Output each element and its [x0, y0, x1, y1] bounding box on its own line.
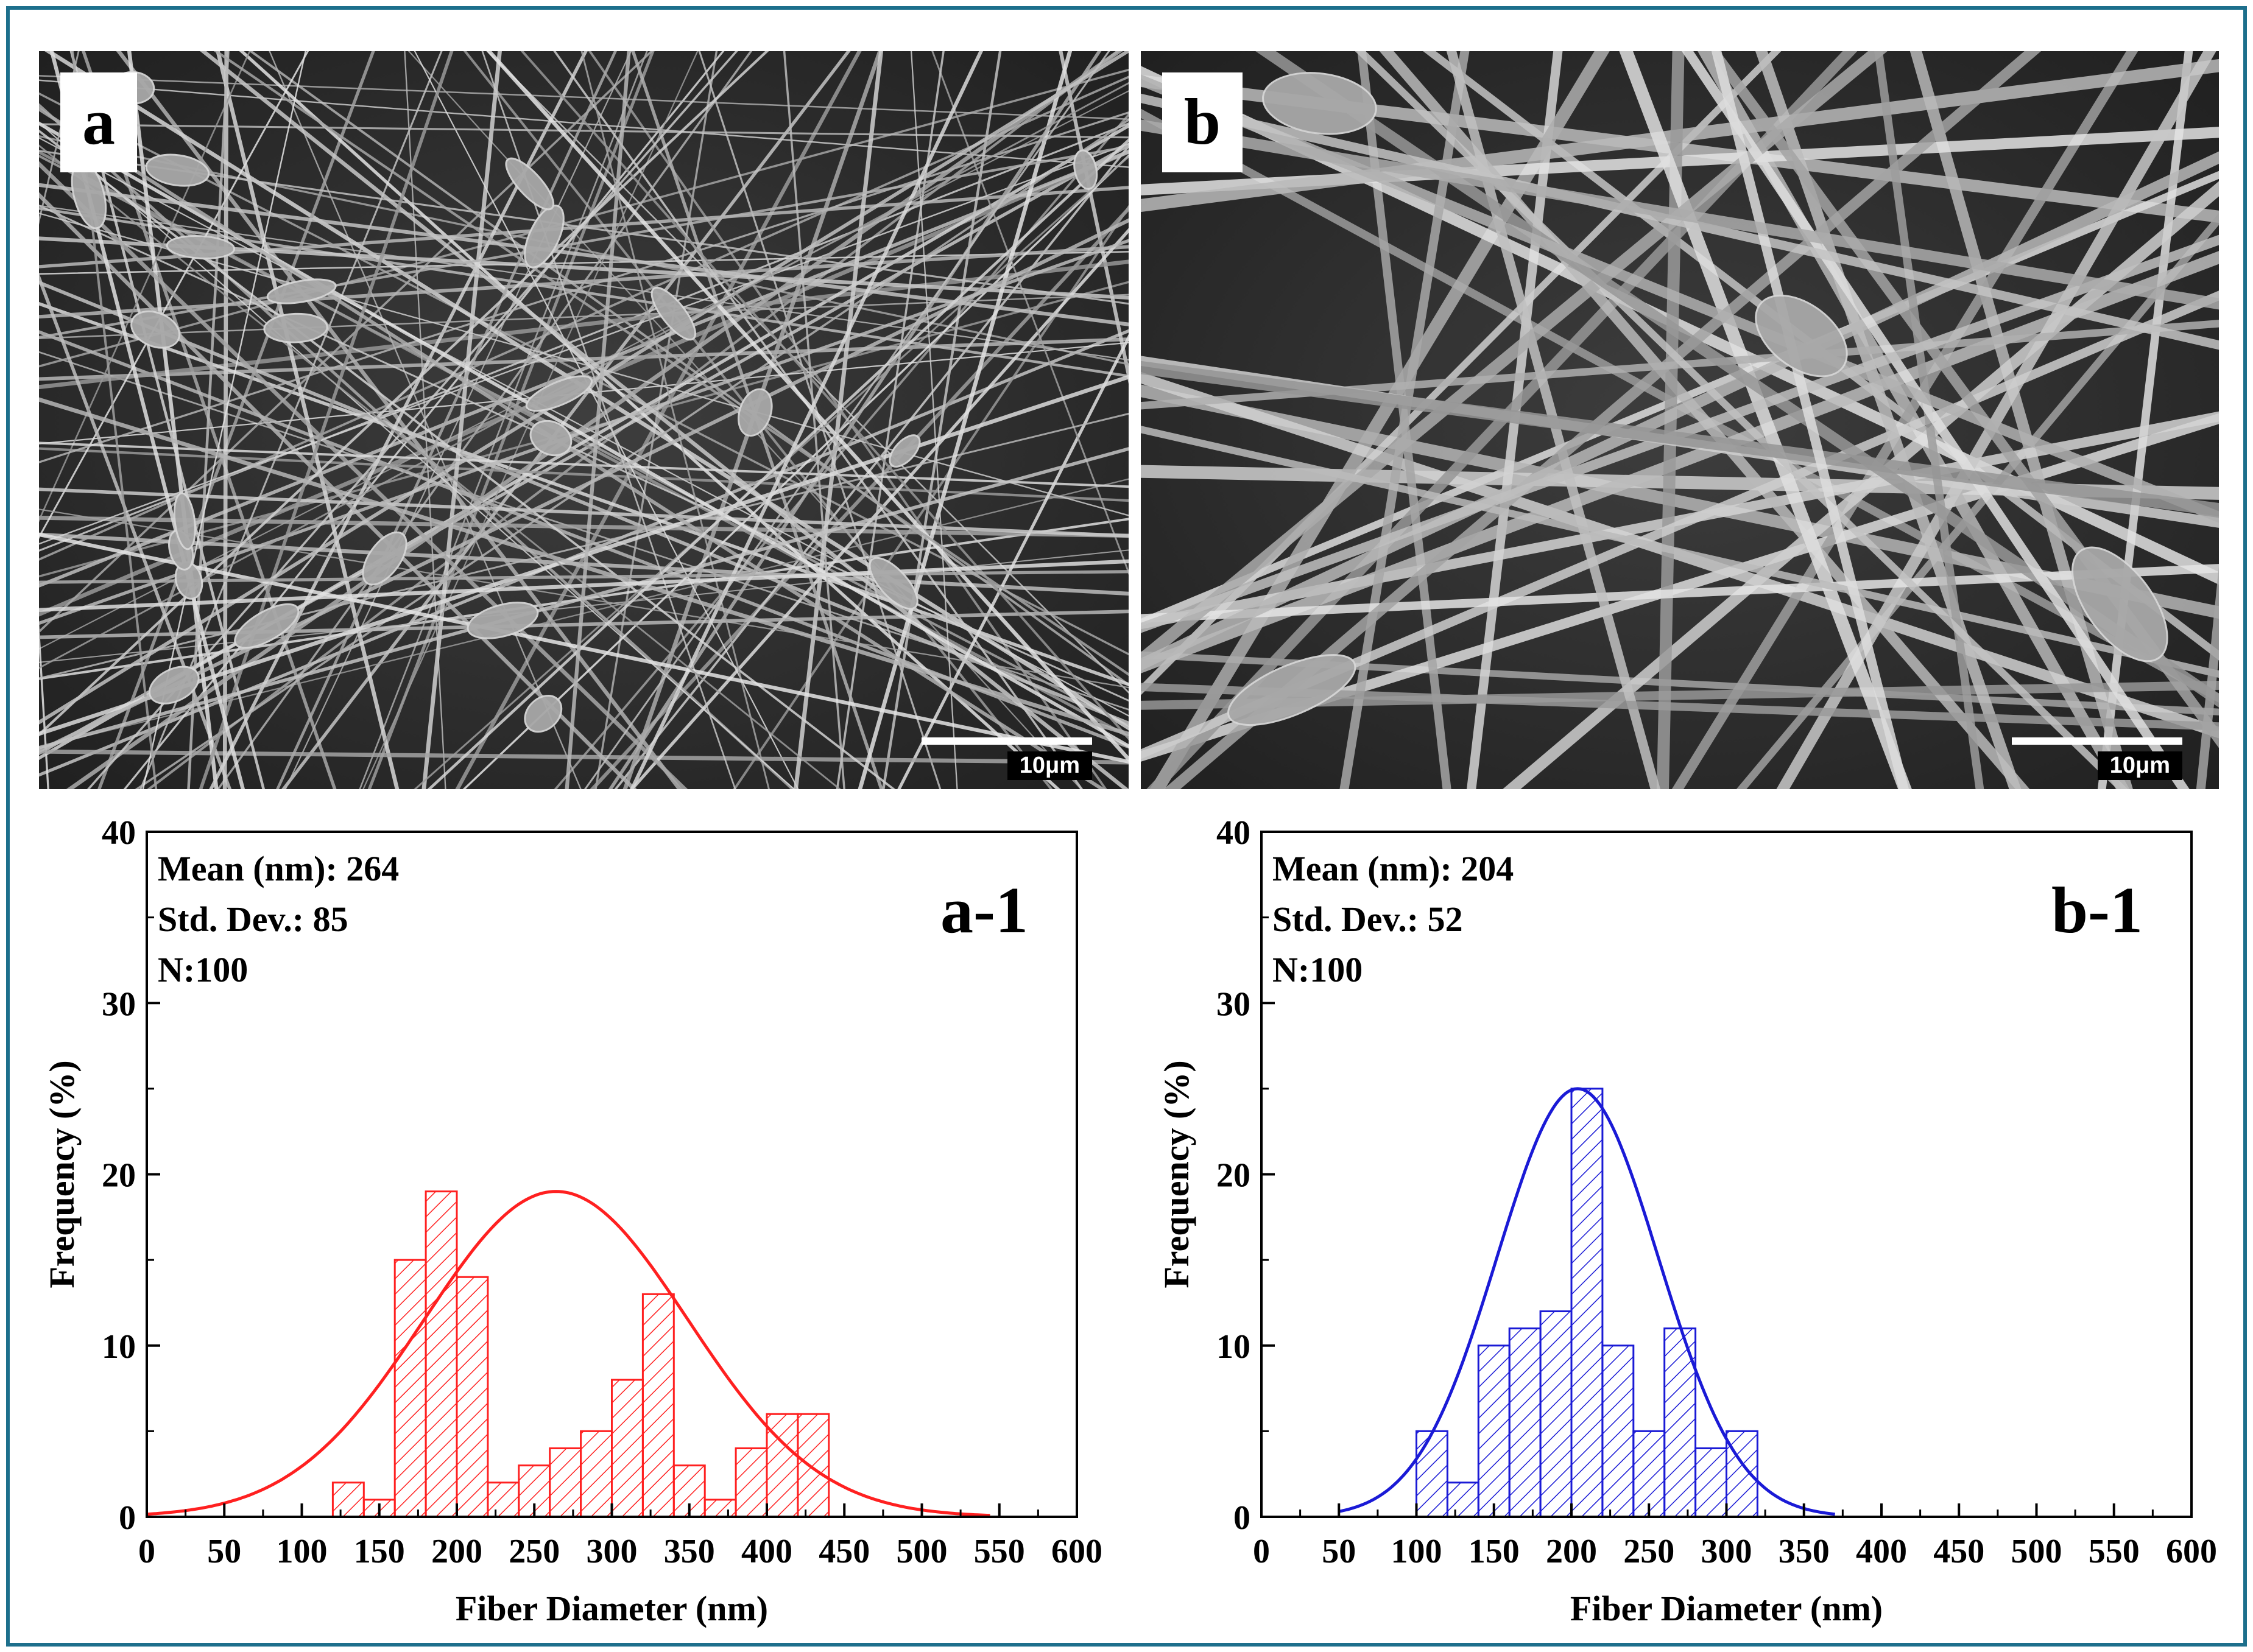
histogram-bar — [797, 1413, 830, 1518]
chart-b-1: 0 50 100 150 200 250 300 350 400 450 500 550 600 0 10 2… — [1124, 795, 2239, 1642]
histogram-bar — [1570, 1088, 1604, 1518]
x-tick-label: 0 — [1253, 1533, 1270, 1570]
x-tick-label: 150 — [1469, 1533, 1520, 1570]
x-tick-label: 500 — [897, 1533, 948, 1570]
x-tick-label: 200 — [1546, 1533, 1597, 1570]
histogram-bar — [425, 1190, 458, 1518]
y-tick-label: 10 — [1216, 1328, 1250, 1366]
panel-label-b: b — [1162, 72, 1243, 172]
stats-line: N:100 — [158, 950, 248, 989]
histogram-bar — [1477, 1344, 1511, 1518]
scale-bar-b: 10μm — [2012, 737, 2182, 780]
histogram-bar — [487, 1482, 520, 1518]
stats-line: Std. Dev.: 52 — [1272, 899, 1463, 939]
histogram-bar — [580, 1430, 613, 1518]
histogram-bar — [456, 1276, 489, 1518]
histogram-bar — [1508, 1327, 1542, 1518]
histogram-bar — [611, 1379, 644, 1518]
x-tick-label: 350 — [664, 1533, 715, 1570]
x-tick-label: 0 — [138, 1533, 155, 1570]
histogram-bar — [735, 1447, 768, 1518]
scale-bar-label-a: 10μm — [1007, 751, 1092, 780]
x-tick-label: 500 — [2011, 1533, 2062, 1570]
y-tick-label: 0 — [1233, 1499, 1250, 1537]
x-tick-label: 450 — [819, 1533, 870, 1570]
x-tick-label: 50 — [207, 1533, 241, 1570]
x-tick-label: 300 — [1701, 1533, 1752, 1570]
sem-fibers-a — [39, 51, 1129, 789]
normal-fit-curve — [1338, 1087, 1835, 1516]
y-tick-label: 40 — [1216, 814, 1250, 852]
panel-label: a-1 — [940, 874, 1028, 947]
y-tick-label: 30 — [102, 985, 136, 1023]
histogram-bar — [1632, 1430, 1666, 1518]
scale-bar-a: 10μm — [922, 737, 1092, 780]
x-tick-label: 200 — [431, 1533, 482, 1570]
x-axis-label: Fiber Diameter (nm) — [1570, 1589, 1883, 1628]
stats-line: Std. Dev.: 85 — [158, 899, 348, 939]
x-tick-label: 250 — [1623, 1533, 1674, 1570]
histogram-bar — [641, 1293, 675, 1518]
histogram-a-1: 0 50 100 150 200 250 300 350 400 450 500 550 600 0 10 2… — [42, 814, 1102, 1628]
histogram-bar — [549, 1447, 582, 1518]
x-tick-label: 600 — [1051, 1533, 1102, 1570]
y-tick-label: 40 — [102, 814, 136, 852]
sem-image-b: b 10μm — [1141, 51, 2219, 789]
normal-fit-curve — [146, 1190, 990, 1517]
panel-label: b-1 — [2051, 874, 2143, 947]
x-tick-label: 550 — [2089, 1533, 2140, 1570]
figure-frame: a 10μm b 10μm 0 50 100 150 200 250 300 350 400 45… — [6, 6, 2247, 1647]
x-tick-label: 400 — [741, 1533, 792, 1570]
histogram-b-1: 0 50 100 150 200 250 300 350 400 450 500 550 600 0 10 2… — [1157, 814, 2217, 1628]
y-tick-label: 0 — [119, 1499, 136, 1537]
x-tick-label: 400 — [1856, 1533, 1907, 1570]
x-tick-label: 350 — [1779, 1533, 1830, 1570]
y-axis-label: Frequency (%) — [42, 1060, 82, 1288]
x-tick-label: 100 — [1391, 1533, 1442, 1570]
histogram-bar — [1416, 1430, 1448, 1518]
x-tick-label: 100 — [277, 1533, 328, 1570]
histogram-bar — [1446, 1482, 1479, 1518]
stats-line: Mean (nm): 204 — [1272, 849, 1514, 888]
x-tick-label: 50 — [1322, 1533, 1356, 1570]
x-tick-label: 550 — [974, 1533, 1025, 1570]
y-tick-label: 30 — [1216, 985, 1250, 1023]
x-tick-label: 300 — [587, 1533, 638, 1570]
x-axis-label: Fiber Diameter (nm) — [456, 1589, 768, 1628]
scale-bar-line-a — [922, 737, 1092, 745]
histogram-bar — [393, 1259, 427, 1518]
sem-fibers-b — [1141, 51, 2219, 789]
histogram-bar — [1601, 1344, 1635, 1518]
scale-bar-label-b: 10μm — [2097, 751, 2182, 780]
x-tick-label: 600 — [2166, 1533, 2217, 1570]
x-tick-label: 450 — [1933, 1533, 1984, 1570]
histogram-bar — [703, 1499, 737, 1518]
y-axis-label: Frequency (%) — [1157, 1060, 1196, 1288]
sem-image-a: a 10μm — [39, 51, 1129, 789]
stats-line: Mean (nm): 264 — [158, 849, 399, 888]
histogram-bar — [1694, 1447, 1727, 1518]
histogram-bar — [331, 1482, 365, 1518]
x-tick-label: 250 — [509, 1533, 560, 1570]
scale-bar-line-b — [2012, 737, 2182, 745]
y-tick-label: 20 — [1216, 1157, 1250, 1195]
y-tick-label: 20 — [102, 1157, 136, 1195]
chart-a-1: 0 50 100 150 200 250 300 350 400 450 500 550 600 0 10 2… — [10, 795, 1124, 1642]
x-tick-label: 150 — [354, 1533, 405, 1570]
histogram-bar — [1539, 1310, 1573, 1518]
stats-line: N:100 — [1272, 950, 1363, 989]
y-tick-label: 10 — [102, 1328, 136, 1366]
panel-label-a: a — [60, 72, 137, 172]
